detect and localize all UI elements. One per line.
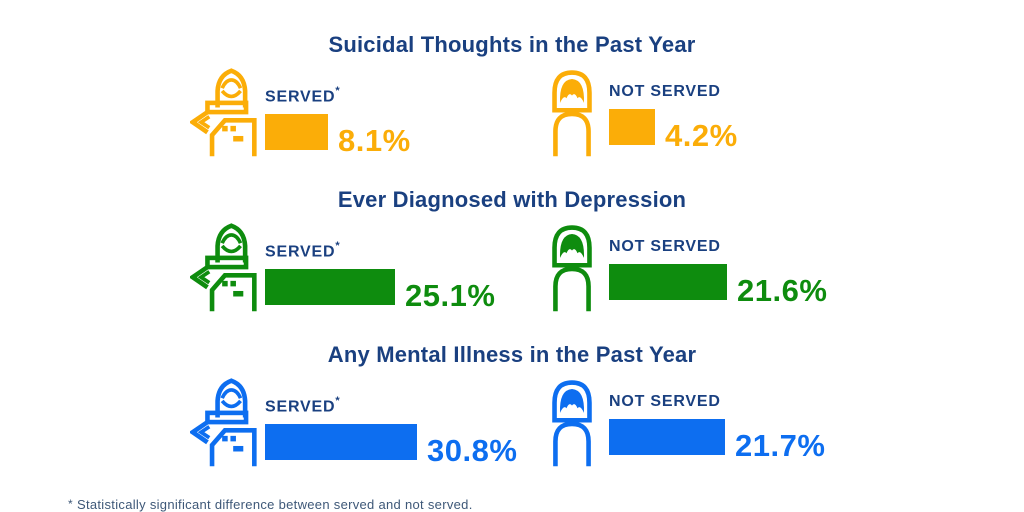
civilian-woman-icon [548,377,596,469]
served-stats: SERVED* 8.1% [265,67,411,156]
section-title: Suicidal Thoughts in the Past Year [328,32,696,57]
section-row: SERVED* 25.1% NOT SERVED [0,222,1024,315]
not-served-label-text: NOT SERVED [609,83,721,100]
saluting-servicewoman-icon [190,377,258,469]
served-label-text: SERVED [265,243,336,261]
served-value: 30.8% [427,433,518,469]
not-served-label-text: NOT SERVED [609,393,721,410]
served-label: SERVED* [265,84,411,105]
section-title: Any Mental Illness in the Past Year [327,342,697,367]
served-bar-row: 8.1% [265,114,411,156]
served-bar-row: 30.8% [265,424,517,466]
saluting-servicewoman-icon [190,222,258,314]
not-served-bar-row: 21.6% [609,264,827,306]
significance-asterisk: * [335,395,341,407]
not-served-group: NOT SERVED 4.2% [548,67,738,159]
not-served-bar [609,419,725,455]
section-title: Ever Diagnosed with Depression [337,187,687,212]
significance-asterisk: * [335,240,341,252]
served-stats: SERVED* 25.1% [265,222,495,311]
served-label: SERVED* [265,239,495,260]
served-label-text: SERVED [265,88,336,106]
not-served-label: NOT SERVED [609,239,827,255]
not-served-group: NOT SERVED 21.7% [548,377,825,469]
served-group: SERVED* 25.1% [190,222,495,314]
not-served-label: NOT SERVED [609,394,825,410]
civilian-woman-icon [548,67,596,159]
not-served-value: 21.7% [735,428,826,463]
not-served-stats: NOT SERVED 4.2% [609,67,738,151]
section-row: SERVED* 30.8% NOT SERVED [0,377,1024,470]
not-served-bar [609,264,727,300]
not-served-group: NOT SERVED 21.6% [548,222,827,314]
served-value: 25.1% [405,278,496,314]
section-row: SERVED* 8.1% NOT SERVED [0,67,1024,160]
significance-asterisk: * [335,85,341,97]
civilian-woman-icon [548,222,596,314]
served-bar [265,269,395,306]
served-label-text: SERVED [265,398,336,416]
not-served-bar-row: 21.7% [609,419,825,461]
stat-section: Suicidal Thoughts in the Past Year [0,32,1024,160]
served-value: 8.1% [338,123,411,159]
footnote-text: Statistically significant difference bet… [76,497,473,512]
footnote-asterisk: * [68,497,73,511]
served-label: SERVED* [265,394,517,415]
sections-container: Suicidal Thoughts in the Past Year [0,32,1024,470]
served-group: SERVED* 8.1% [190,67,411,159]
served-bar [265,424,417,461]
not-served-label-text: NOT SERVED [609,238,721,255]
not-served-bar-row: 4.2% [609,109,738,151]
not-served-bar [609,109,655,145]
served-bar-row: 25.1% [265,269,495,311]
footnote: * Statistically significant difference be… [68,497,1024,512]
not-served-value: 4.2% [665,118,738,153]
not-served-label: NOT SERVED [609,84,738,100]
served-stats: SERVED* 30.8% [265,377,517,466]
not-served-stats: NOT SERVED 21.7% [609,377,825,461]
not-served-stats: NOT SERVED 21.6% [609,222,827,306]
stat-section: Any Mental Illness in the Past Year [0,342,1024,470]
stat-section: Ever Diagnosed with Depression [0,187,1024,315]
saluting-servicewoman-icon [190,67,258,159]
not-served-value: 21.6% [737,273,828,308]
served-group: SERVED* 30.8% [190,377,517,469]
served-bar [265,114,328,151]
